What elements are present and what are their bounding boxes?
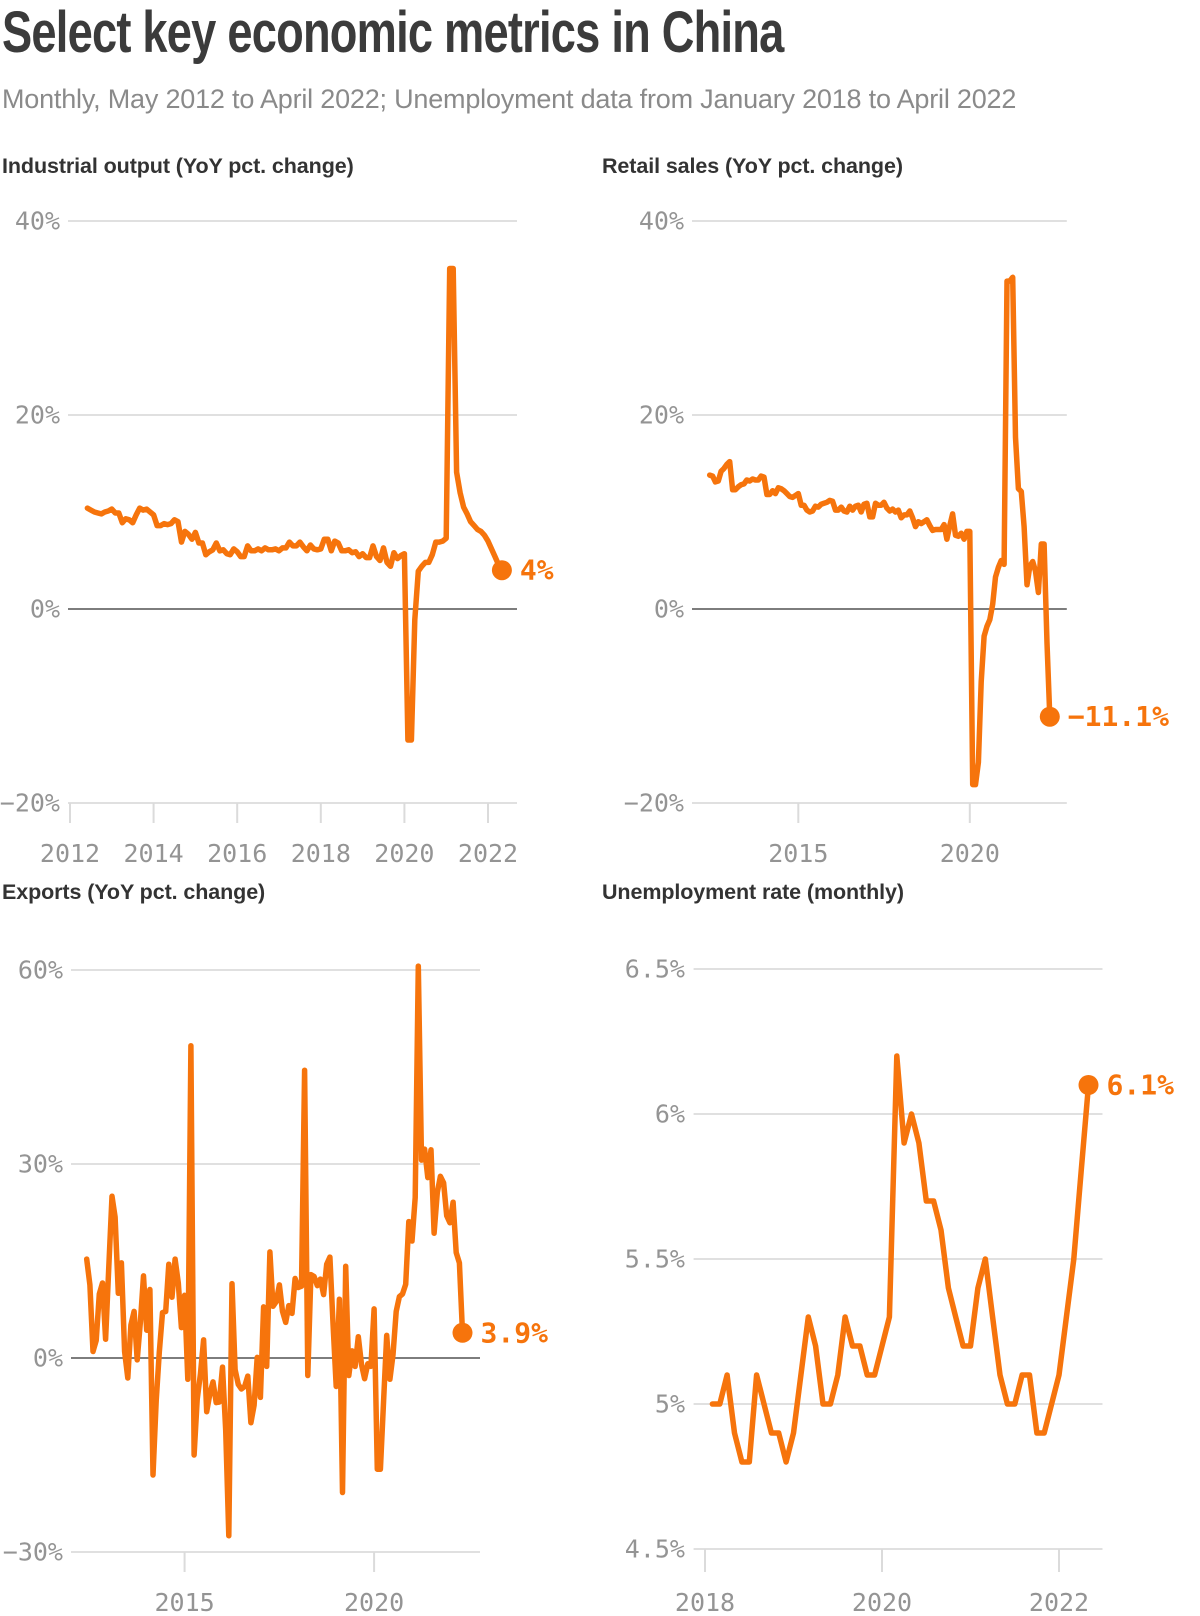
- y-tick-label: 0%: [30, 595, 60, 624]
- retail-sales-chart: 40% 20% 0% −20% 2015 2020 −11.1%: [624, 207, 1169, 869]
- y-tick-label: 20%: [639, 401, 684, 430]
- chart-panel-unemployment: Unemployment rate (monthly) 6.5% 6% 5.5% 5%…: [600, 876, 1200, 1616]
- latest-point-dot: [491, 560, 512, 581]
- y-tick-label: −20%: [624, 789, 684, 818]
- latest-point-dot: [452, 1322, 473, 1343]
- x-tick-label: 2020: [852, 1588, 912, 1616]
- x-tick-label: 2018: [675, 1588, 735, 1616]
- latest-value-label: 4%: [520, 554, 554, 587]
- page-title: Select key economic metrics in China: [2, 0, 784, 65]
- y-tick-label: 0%: [33, 1344, 63, 1373]
- x-tick-label: 2022: [1029, 1588, 1089, 1616]
- x-tick-label: 2015: [768, 839, 828, 868]
- chart-panel-exports: Exports (YoY pct. change) 60% 30% 0% −30% 20…: [0, 876, 600, 1616]
- y-tick-label: −30%: [3, 1538, 63, 1567]
- y-tick-label: 30%: [18, 1150, 63, 1179]
- chart-title-industrial-output: Industrial output (YoY pct. change): [2, 154, 354, 178]
- x-tick-label: 2020: [940, 839, 1000, 868]
- x-tick-label: 2022: [458, 839, 518, 868]
- y-tick-label: 40%: [639, 207, 684, 236]
- series-line: [84, 265, 505, 743]
- latest-value-label: 6.1%: [1107, 1069, 1175, 1102]
- y-tick-label: 5.5%: [625, 1245, 685, 1274]
- unemployment-chart: 6.5% 6% 5.5% 5% 4.5% 2018 2020 2022 6.1%: [625, 955, 1175, 1616]
- y-tick-label: 6%: [655, 1100, 685, 1129]
- x-tick-label: 2020: [374, 839, 434, 868]
- x-tick-label: 2018: [291, 839, 351, 868]
- x-tick-label: 2020: [344, 1588, 404, 1616]
- latest-value-label: −11.1%: [1068, 700, 1169, 733]
- series-line: [83, 963, 466, 1539]
- x-tick-label: 2014: [123, 839, 183, 868]
- chart-panel-retail-sales: Retail sales (YoY pct. change) 40% 20% 0% −…: [600, 150, 1200, 872]
- series-line: [706, 274, 1053, 788]
- series-line: [709, 1053, 1092, 1465]
- exports-chart: 60% 30% 0% −30% 2015 2020 3.9%: [3, 956, 549, 1616]
- page-subtitle: Monthly, May 2012 to April 2022; Unemplo…: [2, 84, 1017, 114]
- chart-panel-industrial-output: Industrial output (YoY pct. change) 40% 2…: [0, 150, 600, 872]
- y-tick-label: 0%: [654, 595, 684, 624]
- y-tick-label: 6.5%: [625, 955, 685, 984]
- y-tick-label: 20%: [15, 401, 60, 430]
- y-tick-label: 4.5%: [625, 1535, 685, 1564]
- chart-title-exports: Exports (YoY pct. change): [2, 880, 266, 904]
- latest-point-dot: [1078, 1075, 1099, 1095]
- y-tick-label: 60%: [18, 956, 63, 985]
- latest-point-dot: [1039, 706, 1060, 727]
- chart-title-unemployment: Unemployment rate (monthly): [602, 880, 904, 904]
- industrial-output-chart: 40% 20% 0% −20% 2012 2014 2016 2018 2020 2022 4%: [0, 207, 554, 869]
- y-tick-label: −20%: [0, 789, 60, 818]
- chart-title-retail-sales: Retail sales (YoY pct. change): [602, 154, 903, 178]
- latest-value-label: 3.9%: [481, 1316, 549, 1349]
- x-tick-label: 2015: [154, 1588, 214, 1616]
- y-tick-label: 40%: [15, 207, 60, 236]
- x-tick-label: 2012: [40, 839, 100, 868]
- x-tick-label: 2016: [207, 839, 267, 868]
- y-tick-label: 5%: [655, 1390, 685, 1419]
